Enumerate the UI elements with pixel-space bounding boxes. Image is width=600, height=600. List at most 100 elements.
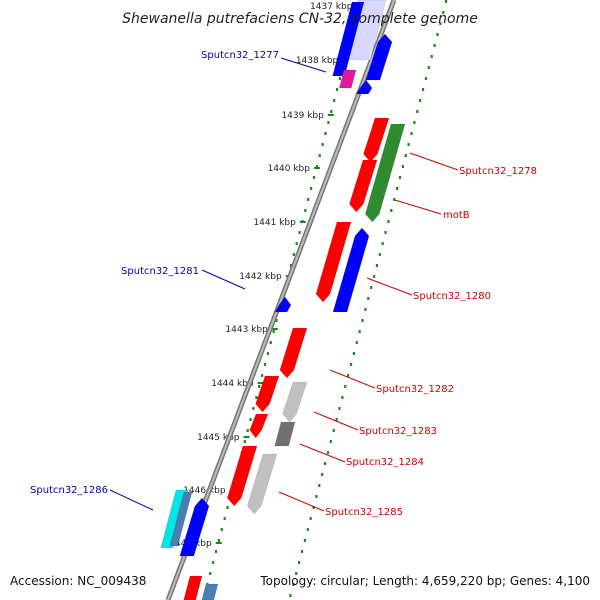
tick-label: 1446 kbp xyxy=(183,486,226,496)
tick-dot xyxy=(275,319,278,322)
tick-dot xyxy=(384,231,387,234)
leader-line xyxy=(313,411,359,431)
leader-line xyxy=(278,491,325,512)
tick-dot xyxy=(390,209,393,212)
tick-dot xyxy=(321,143,324,146)
tick-label: 1442 kbp xyxy=(239,272,282,282)
gene-small-blue xyxy=(355,79,373,95)
gene-sputcn32-1280 xyxy=(332,227,370,313)
gene-sputcn32-1283 xyxy=(282,381,308,423)
tick-dot xyxy=(272,330,275,333)
tick-dot xyxy=(358,330,361,333)
tick-dot xyxy=(327,121,330,124)
tick-dot xyxy=(307,198,310,201)
tick-dot xyxy=(292,253,295,256)
gene-features xyxy=(160,0,406,600)
tick-dot xyxy=(263,363,267,366)
tick-dot xyxy=(375,264,379,267)
gene-sputcn32-1278a xyxy=(363,117,390,163)
tick-dot xyxy=(349,363,353,366)
tick-dot xyxy=(410,132,413,135)
gene-labels: Sputcn32_1277 Sputcn32_1278 motB Sputcn32_1… xyxy=(30,50,537,518)
tick-dot xyxy=(347,374,350,377)
tick-dot xyxy=(393,198,396,201)
tick-dot xyxy=(298,561,301,564)
gene-sputcn32-1282b xyxy=(255,375,280,413)
tick-dot xyxy=(332,429,335,432)
tick-dot xyxy=(261,374,264,377)
tick-label: 1444 kbp xyxy=(211,379,254,389)
tick-dot xyxy=(255,396,258,399)
tick-dot xyxy=(416,110,419,113)
gene-label: Sputcn32_1278 xyxy=(459,166,537,177)
gene-sputcn32-1283b xyxy=(249,413,269,439)
gene-sputcn32-1279 xyxy=(315,221,352,303)
leader-line xyxy=(394,199,442,215)
tick-dot xyxy=(217,539,220,542)
tick-dot xyxy=(266,352,269,355)
tick-dot xyxy=(442,11,445,14)
map-title: Shewanella putrefaciens CN-32, complete … xyxy=(122,11,478,27)
tick-dot xyxy=(220,528,223,531)
tick-label: 1445 kbp xyxy=(197,433,240,443)
tick-dot xyxy=(306,528,309,531)
gene-label: Sputcn32_1280 xyxy=(413,291,491,302)
tick-dot xyxy=(396,187,399,190)
tick-dot xyxy=(430,55,433,58)
tick-dot xyxy=(318,484,321,487)
tick-dot xyxy=(413,121,416,124)
tick-dot xyxy=(344,385,347,388)
tick-dot xyxy=(355,341,358,344)
tick-dot xyxy=(226,506,229,509)
tick-dot xyxy=(338,77,342,80)
leader-line xyxy=(409,152,459,171)
tick-label: 1440 kbp xyxy=(268,164,311,174)
tick-dot xyxy=(300,550,304,553)
tick-dot xyxy=(378,253,381,256)
tick-dot xyxy=(295,572,298,575)
gene-sputcn32-1278 xyxy=(349,159,378,213)
tick-label: 1443 kbp xyxy=(225,325,268,335)
gene-label: Sputcn32_1281 xyxy=(121,266,199,277)
tick-dot xyxy=(326,451,330,454)
tick-dot xyxy=(209,572,212,575)
tick-label: 1439 kbp xyxy=(281,111,324,121)
tick-dot xyxy=(249,418,252,421)
tick-dot xyxy=(398,176,402,179)
gene-label: motB xyxy=(443,210,470,221)
tick-dot xyxy=(223,517,226,520)
gene-sputcn32-1282 xyxy=(279,327,308,379)
gene-label: Sputcn32_1285 xyxy=(325,507,403,518)
tick-dot xyxy=(404,154,407,157)
leader-line xyxy=(366,277,413,296)
tick-label: 1441 kbp xyxy=(253,218,296,228)
tick-dot xyxy=(330,110,333,113)
topology-text: Topology: circular; Length: 4,659,220 bp… xyxy=(260,574,590,588)
gene-motB xyxy=(365,123,406,223)
gene-sputcn32-1287 xyxy=(179,497,210,557)
label-leaders xyxy=(109,57,459,512)
tick-dot xyxy=(315,165,318,168)
tick-dot xyxy=(407,143,410,146)
tick-dot xyxy=(335,418,338,421)
gene-bottom-blue xyxy=(201,583,219,600)
tick-dot xyxy=(323,462,327,465)
leader-line xyxy=(109,489,154,511)
tick-dot xyxy=(258,385,261,388)
tick-dot xyxy=(387,220,390,223)
gene-label: Sputcn32_1284 xyxy=(346,457,424,468)
tick-dot xyxy=(367,297,370,300)
leader-line xyxy=(299,443,346,463)
tick-dot xyxy=(439,22,442,25)
tick-dot xyxy=(243,440,246,443)
gene-label: Sputcn32_1283 xyxy=(359,426,437,437)
tick-dot xyxy=(335,88,339,91)
tick-dot xyxy=(252,407,255,410)
backbone-highlight xyxy=(167,0,395,600)
gene-bottom-red xyxy=(183,575,203,600)
tick-dot xyxy=(309,517,312,520)
outer-dot-track xyxy=(289,0,448,597)
tick-dot xyxy=(341,396,344,399)
tick-label: 1438 kbp xyxy=(296,56,339,66)
